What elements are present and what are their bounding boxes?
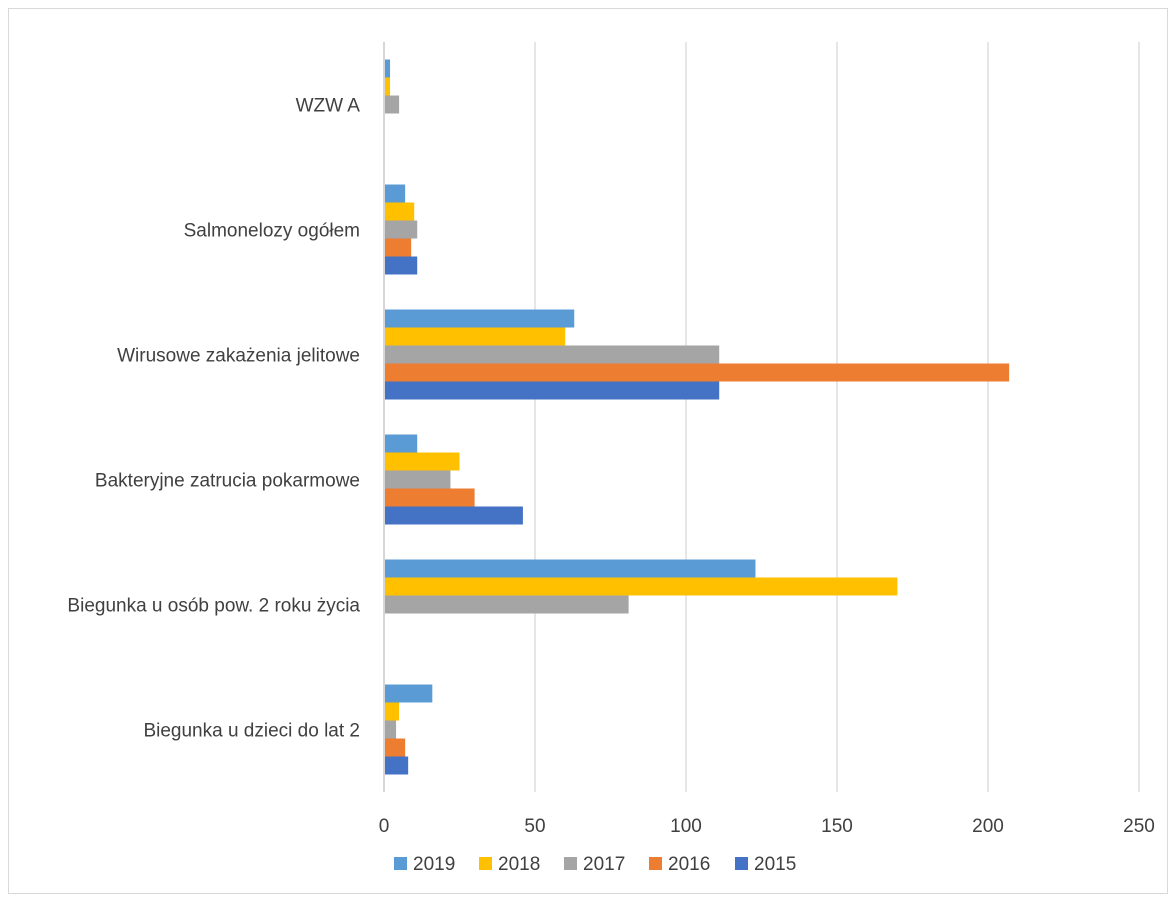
x-tick-label: 0 [379,816,390,837]
x-tick-label: 200 [972,816,1004,837]
x-tick-label: 100 [670,816,702,837]
bar-2015 [385,381,720,400]
bar-2019 [385,309,575,328]
category-labels: WZW A Salmonelozy ogółem Wirusowe zakażeni… [67,96,360,742]
category-label: Biegunka u dzieci do lat 2 [143,721,360,742]
bar-2019 [385,184,406,203]
bar-2019 [385,434,418,453]
legend-label: 2017 [583,854,625,875]
legend-swatch [564,857,577,870]
legend-swatch [735,857,748,870]
legend-label: 2019 [413,854,455,875]
category-label: Biegunka u osób pow. 2 roku życia [67,596,360,617]
bar-2018 [385,202,415,221]
chart-frame [8,8,1168,894]
bar-2017 [385,95,400,114]
x-tick-label: 150 [821,816,853,837]
bar-2017 [385,595,629,614]
legend-swatch [394,857,407,870]
bar-2017 [385,470,451,489]
x-tick-label: 250 [1123,816,1155,837]
x-tick-labels: 0 50 100 150 200 250 [379,816,1155,837]
legend-label: 2016 [668,854,710,875]
bar-2018 [385,77,391,96]
bar-2017 [385,345,720,364]
legend-swatch [649,857,662,870]
bar-2016 [385,363,1010,382]
gridlines [383,42,1140,792]
bar-2015 [385,256,418,275]
legend-label: 2015 [754,854,796,875]
bar-2016 [385,488,475,507]
legend: 2019 2018 2017 2016 2015 [394,854,796,875]
category-label: Bakteryjne zatrucia pokarmowe [95,471,360,492]
bar-2015 [385,506,523,525]
bars [385,59,1010,775]
legend-label: 2018 [498,854,540,875]
bar-2018 [385,702,400,721]
bar-2016 [385,238,412,257]
bar-2019 [385,559,756,578]
bar-2019 [385,59,391,78]
legend-swatch [479,857,492,870]
bar-2018 [385,577,898,596]
bar-2015 [385,756,409,775]
category-label: Salmonelozy ogółem [184,221,360,242]
category-label: Wirusowe zakażenia jelitowe [117,346,360,367]
bar-2019 [385,684,433,703]
bar-2016 [385,738,406,757]
bar-2017 [385,720,397,739]
bar-2018 [385,452,460,471]
bar-2018 [385,327,566,346]
category-label: WZW A [296,96,361,117]
x-tick-label: 50 [524,816,545,837]
bar-2017 [385,220,418,239]
